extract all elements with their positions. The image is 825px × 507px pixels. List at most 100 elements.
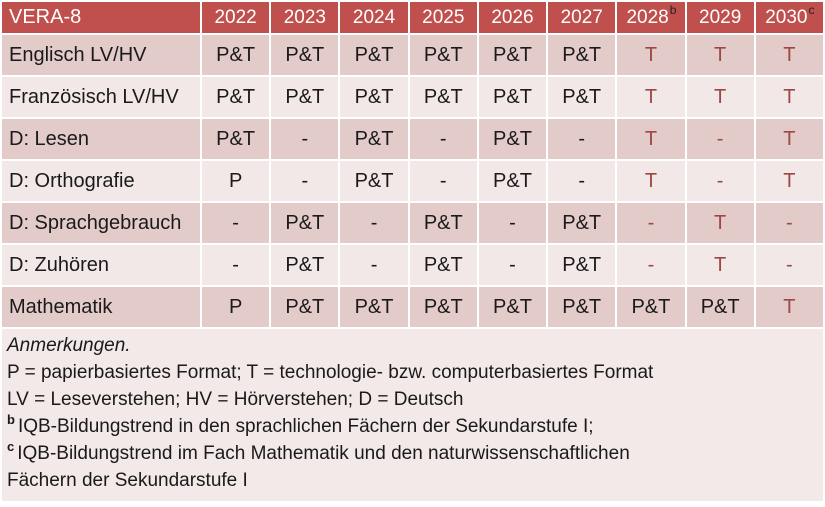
note-c-superscript: c	[7, 438, 15, 454]
table-row: D: Lesen P&T - P&T - P&T - T - T	[2, 119, 823, 159]
value-cell: P&T	[202, 119, 270, 159]
value-cell: P	[202, 161, 270, 201]
value-cell: P&T	[548, 35, 616, 75]
value-cell: P&T	[340, 119, 408, 159]
value-cell: P&T	[409, 77, 477, 117]
value-cell: -	[755, 245, 823, 285]
year-header-cell: 2025	[409, 2, 477, 33]
year-label: 2029	[699, 6, 742, 28]
year-label: 2027	[560, 6, 603, 28]
year-footnote-marker: b	[669, 3, 677, 18]
value-cell: P&T	[478, 119, 547, 159]
value-cell: T	[755, 35, 823, 75]
table-title-cell: VERA-8	[2, 2, 200, 33]
value-cell: T	[617, 119, 685, 159]
value-cell: T	[755, 287, 823, 327]
value-cell: -	[755, 203, 823, 243]
value-cell: -	[202, 203, 270, 243]
value-cell: P&T	[409, 203, 477, 243]
value-cell: -	[686, 119, 754, 159]
value-cell: T	[686, 245, 754, 285]
value-cell: P&T	[478, 287, 547, 327]
value-cell: P&T	[271, 287, 339, 327]
year-header-cell: 2026	[478, 2, 547, 33]
year-label: 2022	[214, 6, 257, 28]
value-cell: -	[686, 161, 754, 201]
row-label-cell: D: Lesen	[2, 119, 200, 159]
value-cell: T	[686, 77, 754, 117]
note-c-text: IQB-Bildungstrend im Fach Mathematik und…	[17, 443, 630, 464]
value-cell: P&T	[271, 35, 339, 75]
year-header-cell: 2029	[686, 2, 754, 33]
year-label: 2023	[283, 6, 326, 28]
note-abbrev-legend: LV = Leseverstehen; HV = Hörverstehen; D…	[7, 389, 464, 410]
note-format-legend: P = papierbasiertes Format; T = technolo…	[7, 362, 654, 383]
table-row: D: Sprachgebrauch - P&T - P&T - P&T - T -	[2, 203, 823, 243]
value-cell: -	[271, 119, 339, 159]
value-cell: T	[755, 161, 823, 201]
row-label-cell: D: Zuhören	[2, 245, 200, 285]
value-cell: P	[202, 287, 270, 327]
note-c-line2: Fächern der Sekundarstufe I	[7, 470, 248, 491]
year-header-cell: 2028b	[617, 2, 685, 33]
value-cell: P&T	[340, 161, 408, 201]
table-row: D: Zuhören - P&T - P&T - P&T - T -	[2, 245, 823, 285]
value-cell: T	[617, 77, 685, 117]
value-cell: -	[548, 161, 616, 201]
table-row: Französisch LV/HV P&T P&T P&T P&T P&T P&T T T T	[2, 77, 823, 117]
table-header-row: VERA-8 2022 2023 2024 2025 2026 2027 2028b 2029 2…	[2, 2, 823, 33]
year-header-cell: 2024	[340, 2, 408, 33]
value-cell: P&T	[478, 77, 547, 117]
value-cell: P&T	[548, 287, 616, 327]
note-c-line1: c IQB-Bildungstrend im Fach Mathematik un…	[7, 440, 818, 467]
value-cell: T	[686, 35, 754, 75]
table-row: D: Orthografie P - P&T - P&T - T - T	[2, 161, 823, 201]
value-cell: P&T	[340, 35, 408, 75]
notes-block: Anmerkungen. P = papierbasiertes Format;…	[2, 329, 823, 501]
value-cell: P&T	[548, 203, 616, 243]
value-cell: P&T	[271, 245, 339, 285]
value-cell: -	[409, 119, 477, 159]
value-cell: P&T	[340, 77, 408, 117]
note-b-superscript: b	[7, 411, 15, 427]
value-cell: P&T	[548, 245, 616, 285]
value-cell: T	[617, 161, 685, 201]
value-cell: -	[202, 245, 270, 285]
table-row: Englisch LV/HV P&T P&T P&T P&T P&T P&T T T T	[2, 35, 823, 75]
value-cell: T	[755, 119, 823, 159]
value-cell: -	[478, 245, 547, 285]
value-cell: T	[617, 35, 685, 75]
year-label: 2026	[491, 6, 534, 28]
value-cell: -	[340, 245, 408, 285]
row-label-cell: Englisch LV/HV	[2, 35, 200, 75]
value-cell: P&T	[202, 77, 270, 117]
value-cell: P&T	[409, 245, 477, 285]
value-cell: P&T	[202, 35, 270, 75]
year-footnote-marker: c	[808, 3, 815, 18]
note-b: b IQB-Bildungstrend in den sprachlichen F…	[7, 413, 818, 440]
row-label-cell: D: Sprachgebrauch	[2, 203, 200, 243]
header-row: VERA-8 2022 2023 2024 2025 2026 2027 2028b 2029 2…	[2, 2, 823, 33]
year-label: 2028	[626, 6, 669, 28]
value-cell: T	[755, 77, 823, 117]
year-header-cell: 2027	[548, 2, 616, 33]
value-cell: -	[409, 161, 477, 201]
value-cell: P&T	[478, 35, 547, 75]
value-cell: T	[686, 203, 754, 243]
value-cell: -	[478, 203, 547, 243]
vera8-table: VERA-8 2022 2023 2024 2025 2026 2027 2028b 2029 2…	[2, 2, 823, 327]
value-cell: P&T	[548, 77, 616, 117]
value-cell: P&T	[617, 287, 685, 327]
year-header-cell: 2022	[202, 2, 270, 33]
value-cell: -	[340, 203, 408, 243]
value-cell: P&T	[340, 287, 408, 327]
value-cell: -	[271, 161, 339, 201]
row-label-cell: Französisch LV/HV	[2, 77, 200, 117]
value-cell: -	[617, 245, 685, 285]
value-cell: P&T	[409, 287, 477, 327]
note-b-text: IQB-Bildungstrend in den sprachlichen Fä…	[17, 416, 594, 437]
value-cell: -	[548, 119, 616, 159]
value-cell: -	[617, 203, 685, 243]
row-label-cell: Mathematik	[2, 287, 200, 327]
year-label: 2024	[352, 6, 396, 28]
